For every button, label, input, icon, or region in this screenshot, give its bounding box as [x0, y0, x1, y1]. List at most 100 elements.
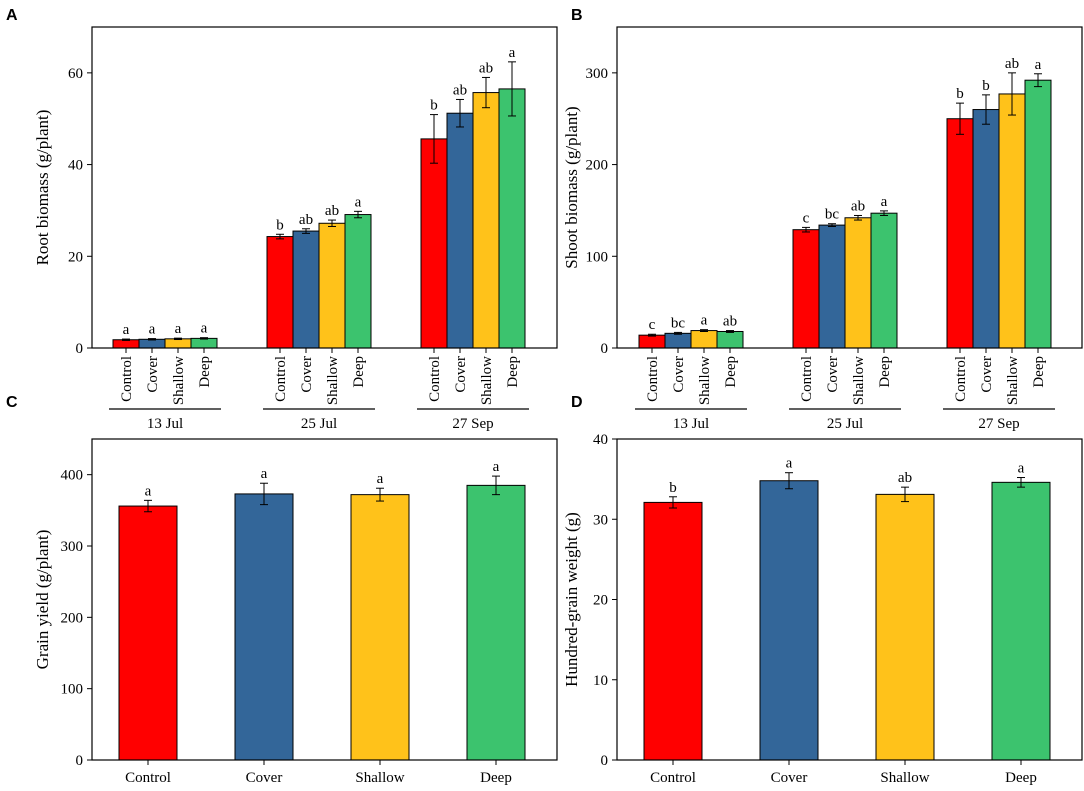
bar-shallow	[875, 493, 935, 761]
group-label: 27 Sep	[978, 416, 1019, 432]
y-tick-label: 20	[68, 249, 83, 265]
x-tick-label: Shallow	[697, 356, 713, 405]
x-tick-label: Shallow	[851, 356, 867, 405]
x-tick-label: Deep	[723, 356, 739, 388]
bar-shallow	[690, 330, 718, 349]
x-tick-label: Deep	[505, 356, 521, 388]
bar-shallow	[998, 93, 1026, 349]
panel-letter: D	[571, 394, 583, 411]
significance-letter: ab	[479, 60, 493, 76]
significance-letter: a	[145, 483, 152, 499]
group-label: 25 Jul	[827, 416, 863, 432]
significance-letter: b	[956, 86, 964, 102]
bar-deep	[1024, 79, 1052, 349]
x-tick-label: Control	[427, 356, 443, 402]
y-tick-label: 30	[593, 512, 608, 528]
significance-letter: c	[649, 317, 656, 333]
x-tick-label: Cover	[145, 356, 161, 393]
y-tick-label: 10	[593, 673, 608, 689]
significance-letter: ab	[723, 314, 737, 330]
significance-letter: a	[1018, 461, 1025, 477]
bar-deep	[716, 330, 744, 349]
bar-cover	[972, 109, 1000, 349]
bar-deep	[991, 481, 1051, 761]
significance-letter: a	[493, 459, 500, 475]
y-tick-label: 300	[61, 539, 84, 555]
bar-deep	[344, 214, 372, 349]
y-tick-label: 40	[593, 432, 608, 448]
significance-letter: a	[261, 466, 268, 482]
x-tick-label: Cover	[453, 356, 469, 393]
chart-panel-a: A 0 20 40 60 Root biomass (g/plant) a Control a C…	[6, 7, 558, 432]
x-tick-label: Cover	[771, 770, 808, 786]
bar-shallow	[164, 338, 192, 349]
y-tick-label: 40	[68, 158, 83, 174]
x-tick-label: Control	[650, 770, 696, 786]
x-tick-label: Control	[799, 356, 815, 402]
bar-control	[118, 505, 178, 761]
x-tick-label: Cover	[671, 356, 687, 393]
y-tick-label: 300	[586, 66, 609, 82]
plot-frame	[91, 438, 558, 761]
panel-letter: A	[6, 7, 18, 24]
x-tick-label: Control	[273, 356, 289, 402]
x-tick-label: Shallow	[479, 356, 495, 405]
significance-letter: a	[201, 321, 208, 337]
x-tick-label: Control	[645, 356, 661, 402]
y-axis-title: Hundred-grain weight (g)	[562, 512, 581, 687]
group-label: 27 Sep	[452, 416, 493, 432]
significance-letter: ab	[898, 470, 912, 486]
bar-control	[112, 339, 140, 349]
x-tick-label: Deep	[877, 356, 893, 388]
significance-letter: ab	[299, 212, 313, 228]
y-tick-label: 0	[76, 341, 84, 357]
bar-cover	[234, 493, 294, 761]
significance-letter: ab	[453, 82, 467, 98]
y-tick-label: 0	[601, 753, 609, 769]
group-label: 25 Jul	[301, 416, 337, 432]
bar-shallow	[318, 222, 346, 349]
x-tick-label: Deep	[351, 356, 367, 388]
significance-letter: a	[786, 456, 793, 472]
bar-control	[946, 118, 974, 349]
significance-letter: b	[669, 480, 677, 496]
bar-deep	[190, 337, 218, 349]
x-tick-label: Deep	[480, 770, 512, 786]
significance-letter: a	[175, 321, 182, 337]
panel-letter: C	[6, 394, 18, 411]
x-tick-label: Cover	[825, 356, 841, 393]
plot-frame	[91, 26, 558, 349]
significance-letter: ab	[325, 203, 339, 219]
y-tick-label: 400	[61, 468, 84, 484]
chart-panel-d: D 0 10 20 30 40 Hundred-grain weight (g) b Contr…	[562, 394, 1083, 786]
y-tick-label: 0	[76, 753, 84, 769]
group-label: 13 Jul	[147, 416, 183, 432]
bar-shallow	[472, 92, 500, 349]
significance-letter: a	[377, 471, 384, 487]
bar-cover	[818, 224, 846, 349]
bar-cover	[759, 480, 819, 761]
y-axis-title: Root biomass (g/plant)	[33, 110, 52, 266]
x-tick-label: Deep	[1031, 356, 1047, 388]
x-tick-label: Deep	[1005, 770, 1037, 786]
bar-control	[420, 138, 448, 349]
significance-letter: b	[430, 98, 438, 114]
bar-deep	[498, 88, 526, 349]
bar-control	[792, 229, 820, 349]
significance-letter: a	[355, 194, 362, 210]
y-axis-title: Grain yield (g/plant)	[33, 530, 52, 670]
bar-shallow	[350, 494, 410, 761]
significance-letter: ab	[1005, 56, 1019, 72]
x-tick-label: Control	[125, 770, 171, 786]
plot-frame	[616, 438, 1083, 761]
significance-letter: b	[276, 217, 284, 233]
y-tick-label: 0	[601, 341, 609, 357]
x-tick-label: Shallow	[1005, 356, 1021, 405]
bar-cover	[664, 332, 692, 349]
significance-letter: a	[1035, 57, 1042, 73]
x-tick-label: Deep	[197, 356, 213, 388]
bar-deep	[870, 212, 898, 349]
chart-panel-c: C 0 100 200 300 400 Grain yield (g/plant) a Cont…	[6, 394, 558, 786]
bar-cover	[446, 112, 474, 349]
